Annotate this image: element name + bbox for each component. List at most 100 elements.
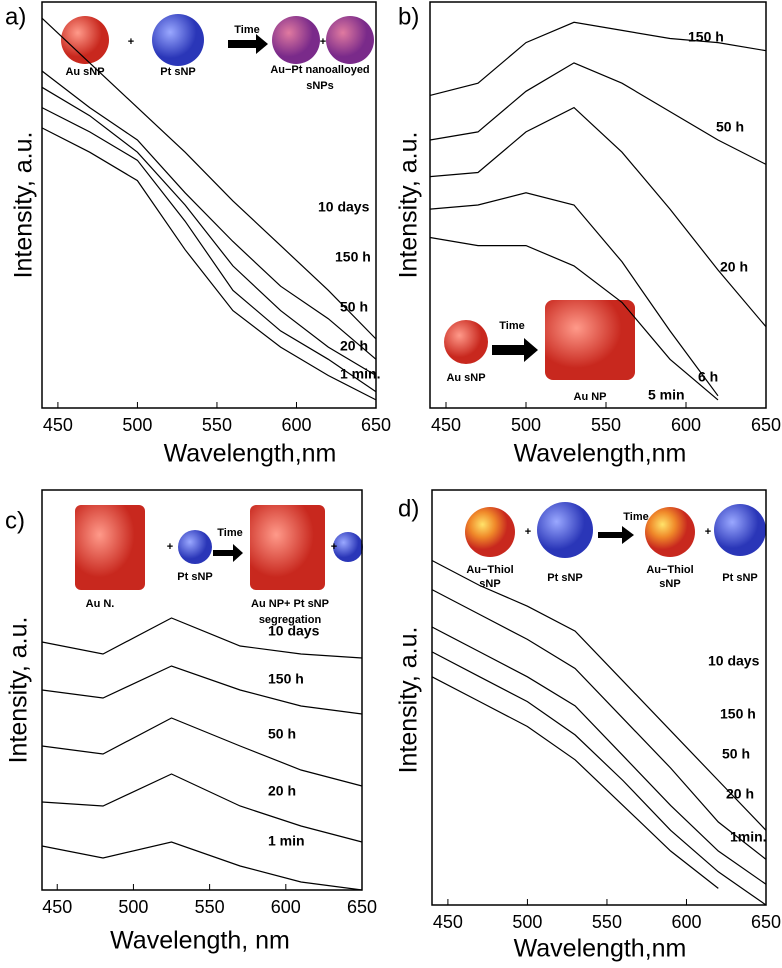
x-tick-label: 550 (591, 415, 621, 435)
inset-label: sNPs (306, 80, 334, 92)
pt-particle (152, 14, 204, 66)
pt-particle (537, 502, 593, 558)
series-label: 10 days (268, 623, 320, 639)
x-tick-label: 650 (361, 415, 391, 435)
intensity-line (429, 62, 767, 165)
intensity-line (431, 651, 767, 906)
au-cube (75, 505, 145, 590)
inset-label: Au N. (86, 598, 115, 610)
pt-particle (333, 532, 363, 562)
series-label: 20 h (268, 783, 296, 799)
intensity-line (41, 70, 377, 360)
intensity-line (41, 617, 363, 659)
au-cube (250, 505, 325, 590)
au-particle (444, 320, 488, 364)
x-tick-label: 650 (751, 912, 781, 932)
inset-label: Time (217, 527, 242, 539)
x-tick-label: 650 (347, 897, 377, 917)
au-cube (545, 300, 635, 380)
inset-label: Pt sNP (722, 572, 757, 584)
x-tick-label: 500 (122, 415, 152, 435)
x-tick-label: 600 (671, 912, 701, 932)
inset-label: Au−Thiol (466, 564, 513, 576)
intensity-line (429, 21, 767, 96)
panel-label: d) (398, 495, 419, 522)
x-tick-label: 450 (42, 897, 72, 917)
panel-label: b) (398, 3, 419, 30)
inset-label: Pt sNP (160, 66, 195, 78)
intensity-line (431, 589, 767, 860)
plot-frame (431, 489, 767, 906)
x-axis-label: Wavelength,nm (514, 935, 687, 963)
inset-label: sNP (479, 578, 500, 590)
inset-label: + (320, 36, 326, 48)
y-axis-label: Intensity, a.u. (10, 132, 38, 279)
panel-label: c) (5, 507, 25, 534)
intensity-line (41, 773, 363, 843)
plot-frame (429, 1, 767, 409)
intensity-line (41, 107, 377, 393)
arrow (598, 526, 634, 544)
intensity-line (41, 717, 363, 787)
inset-label: + (128, 36, 134, 48)
inset-label: Au NP (574, 391, 607, 403)
intensity-line (431, 626, 767, 885)
series-label: 1 min. (340, 366, 380, 382)
x-tick-label: 450 (43, 415, 73, 435)
inset-label: sNP (659, 578, 680, 590)
series-label: 150 h (268, 671, 304, 687)
au-particle (61, 16, 109, 64)
alloy-particle (272, 16, 320, 64)
series-label: 1min. (730, 829, 767, 845)
y-axis-label: Intensity, a.u. (5, 617, 33, 764)
intensity-line (41, 841, 363, 891)
y-axis-label: Intensity, a.u. (395, 132, 423, 279)
thiol-particle (645, 507, 695, 557)
series-label: 50 h (340, 299, 368, 315)
series-label: 50 h (722, 746, 750, 762)
pt-particle (714, 504, 766, 556)
inset-label: Time (623, 511, 648, 523)
series-label: 20 h (720, 259, 748, 275)
intensity-line (429, 236, 719, 401)
x-axis-label: Wavelength,nm (164, 440, 337, 468)
series-label: 6 h (698, 369, 718, 385)
arrow (213, 544, 243, 562)
x-tick-label: 550 (195, 897, 225, 917)
series-label: 1 min (268, 833, 305, 849)
intensity-line (429, 192, 719, 397)
series-label: 50 h (268, 726, 296, 742)
series-label: 5 min (648, 387, 685, 403)
intensity-line (41, 86, 377, 377)
inset-label: Pt sNP (177, 571, 212, 583)
pt-particle (178, 530, 212, 564)
thiol-particle (465, 507, 515, 557)
panel-label: a) (5, 3, 26, 30)
inset-label: Pt sNP (547, 572, 582, 584)
intensity-line (431, 559, 767, 831)
inset-label: Au sNP (65, 66, 104, 78)
x-tick-label: 550 (202, 415, 232, 435)
x-tick-label: 600 (671, 415, 701, 435)
x-axis-label: Wavelength,nm (514, 440, 687, 468)
alloy-particle (326, 16, 374, 64)
x-tick-label: 600 (271, 897, 301, 917)
intensity-line (429, 106, 767, 328)
intensity-line (41, 665, 363, 715)
inset-label: Au sNP (446, 372, 485, 384)
series-label: 10 days (708, 653, 760, 669)
x-tick-label: 450 (431, 415, 461, 435)
x-tick-label: 500 (511, 415, 541, 435)
x-tick-label: 600 (281, 415, 311, 435)
series-label: 150 h (720, 706, 756, 722)
series-label: 50 h (716, 119, 744, 135)
inset-label: segregation (259, 614, 322, 626)
intensity-line (41, 17, 377, 340)
inset-label: + (525, 526, 531, 538)
series-label: 150 h (688, 29, 724, 45)
series-label: 20 h (726, 786, 754, 802)
intensity-line (431, 676, 719, 889)
x-tick-label: 550 (592, 912, 622, 932)
series-label: 20 h (340, 338, 368, 354)
inset-label: Time (499, 320, 524, 332)
